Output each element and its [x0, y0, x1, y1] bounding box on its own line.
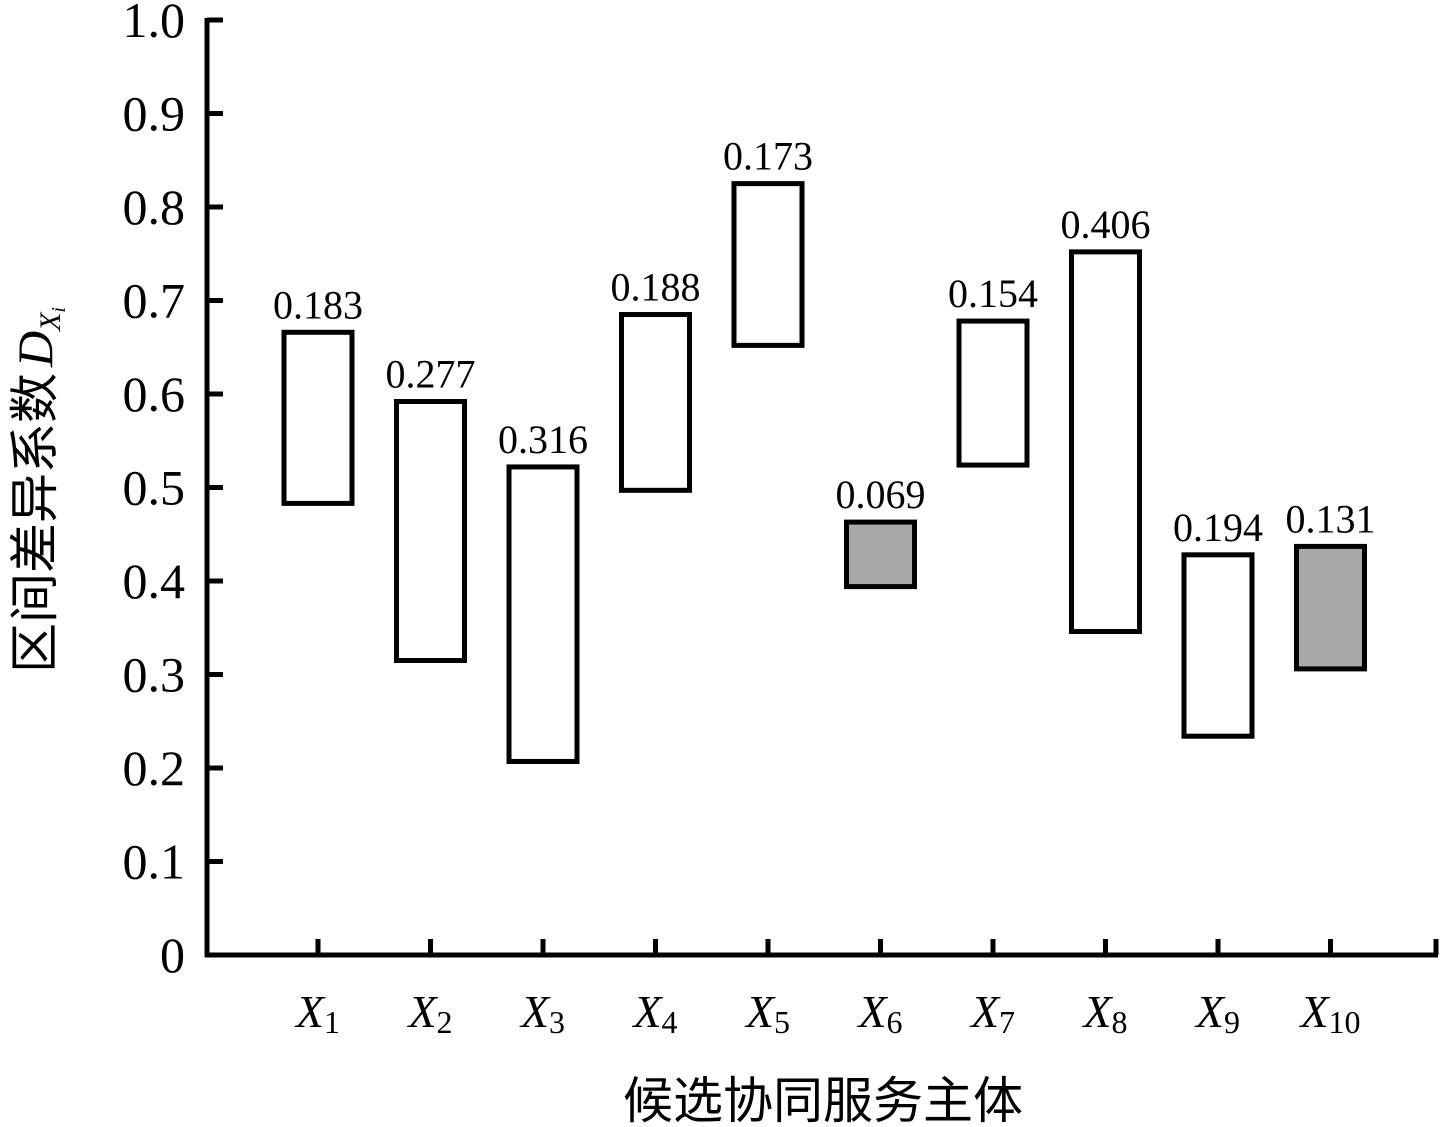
interval-bar-4	[619, 312, 692, 493]
y-tick-label: 0.9	[123, 86, 186, 142]
interval-value-label: 0.173	[723, 134, 813, 179]
x-category-label: X10	[1298, 986, 1360, 1040]
interval-value-label: 0.406	[1061, 202, 1151, 247]
interval-value-label: 0.069	[836, 472, 926, 517]
interval-bar-1	[281, 329, 355, 506]
interval-bar-10	[1294, 543, 1367, 672]
y-tick-label: 0.3	[123, 647, 186, 703]
interval-value-label: 0.188	[611, 265, 701, 310]
interval-bar-5	[731, 181, 805, 348]
x-category-label: X9	[1194, 986, 1240, 1040]
interval-value-label: 0.194	[1173, 505, 1263, 550]
interval-value-label: 0.154	[948, 271, 1038, 316]
x-category-label: X2	[406, 986, 452, 1040]
y-tick-label: 0.5	[123, 460, 186, 516]
x-category-label: X1	[294, 986, 340, 1040]
y-tick-label: 0.2	[123, 740, 186, 796]
y-axis-title: 区间差异系数DXi	[6, 307, 70, 673]
y-ticks: 0 0.1 0.2 0.3 0.4 0.5 0.6 0.7 0.8 0.9 1.0	[123, 0, 223, 983]
y-axis-title-text: 区间差异系数DXi	[6, 307, 70, 673]
y-tick-label: 0.7	[123, 273, 186, 329]
x-category-label: X5	[744, 986, 790, 1040]
interval-value-label: 0.316	[498, 417, 588, 462]
interval-bar-3	[506, 464, 580, 764]
interval-bar-9	[1181, 552, 1255, 739]
interval-value-label: 0.131	[1286, 496, 1376, 541]
x-category-labels: X1 X2 X3 X4 X5 X6 X7 X8 X9 X10	[294, 986, 1361, 1040]
y-tick-label: 0	[160, 927, 185, 983]
x-axis-title: 候选协同服务主体	[623, 1072, 1023, 1127]
y-tick-label: 0.1	[123, 834, 186, 890]
interval-bar-7	[956, 318, 1030, 468]
y-tick-label: 0.4	[123, 553, 186, 609]
axes	[204, 18, 1439, 958]
x-category-label: X7	[969, 986, 1015, 1040]
x-category-label: X8	[1081, 986, 1127, 1040]
y-tick-label: 0.6	[123, 366, 186, 422]
y-tick-label: 0.8	[123, 179, 186, 235]
x-category-label: X3	[519, 986, 565, 1040]
x-category-label: X6	[856, 986, 902, 1040]
x-category-label: X4	[631, 986, 677, 1040]
interval-value-label: 0.183	[273, 282, 363, 327]
interval-value-label: 0.277	[386, 351, 476, 396]
interval-bar-6	[844, 519, 917, 590]
y-tick-label: 1.0	[123, 0, 186, 48]
interval-bars: 0.183 0.277 0.316 0.188 0.173 0.069 0.154 0.406…	[273, 134, 1376, 764]
interval-bar-8	[1069, 249, 1142, 634]
interval-bar-2	[394, 398, 467, 663]
